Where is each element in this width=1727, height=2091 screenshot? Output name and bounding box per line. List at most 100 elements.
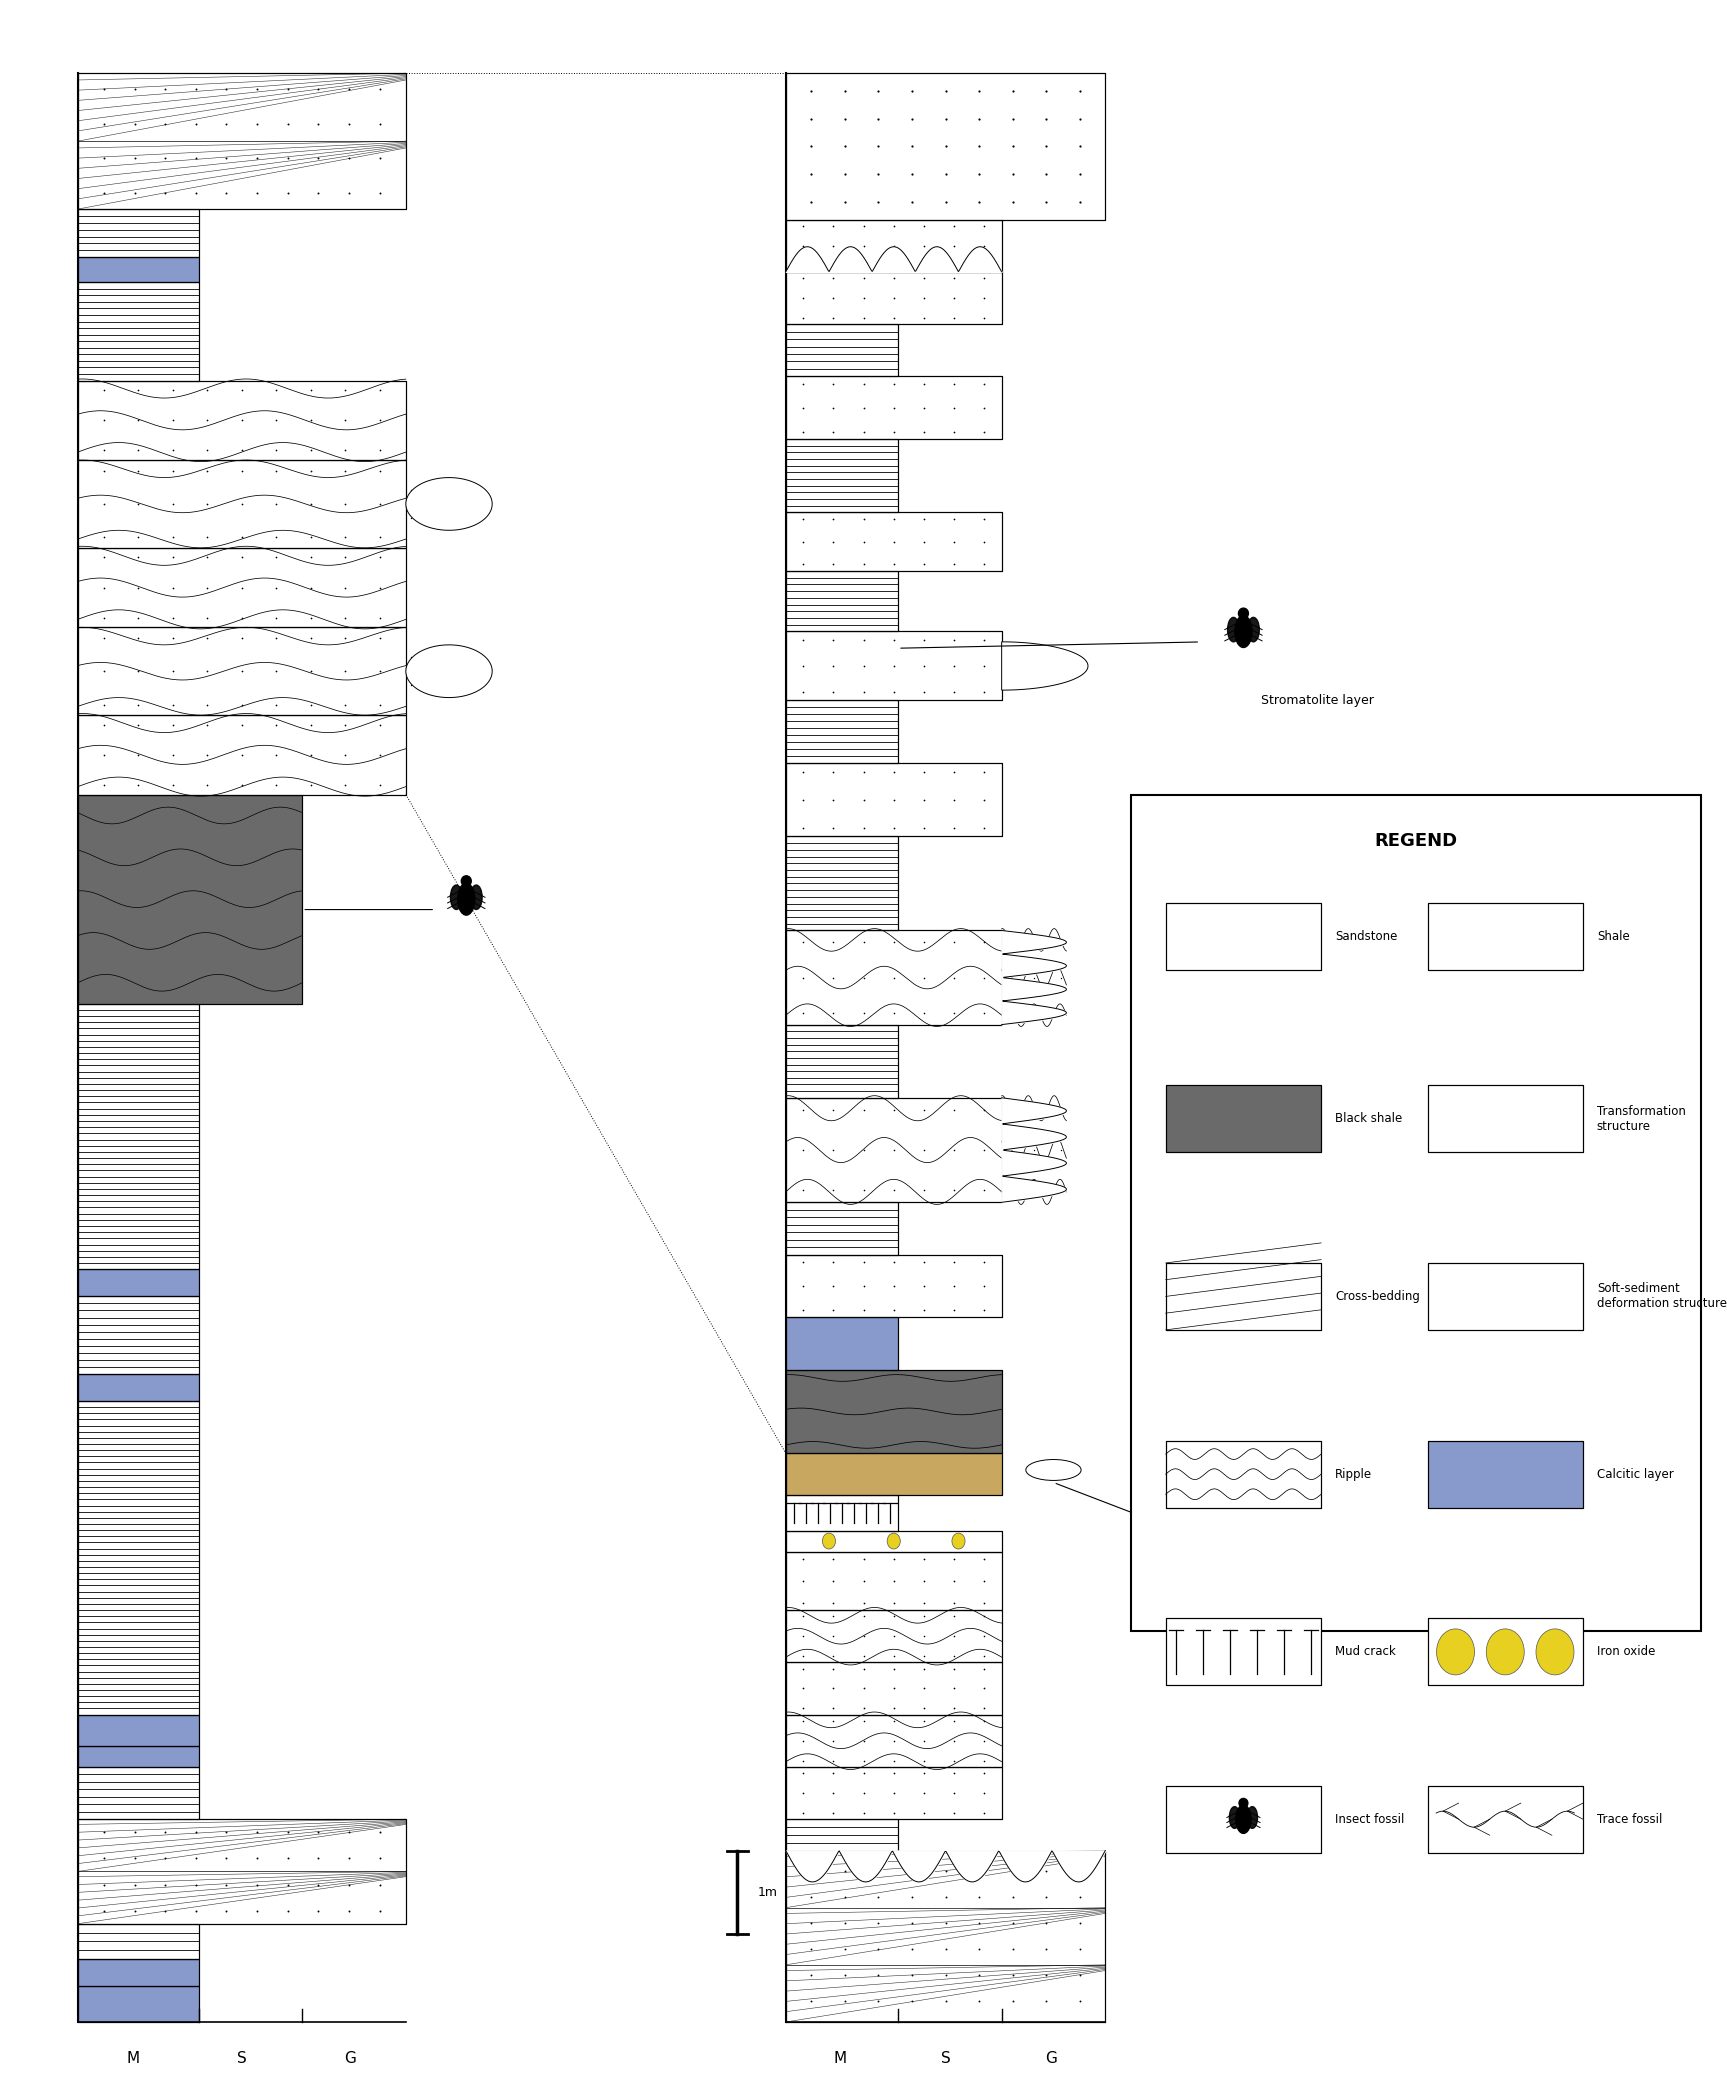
Text: Mud crack: Mud crack [1335,1646,1395,1658]
Bar [1131,795,1701,1631]
Circle shape [1487,1629,1525,1675]
Bar [1428,1263,1584,1330]
Bar [78,795,302,1004]
Bar [786,1202,898,1255]
Bar [786,324,898,376]
Text: Stromatolite layer: Stromatolite layer [1261,694,1373,707]
Bar [786,1317,898,1370]
Bar [786,1255,1002,1317]
Bar [78,1924,199,1959]
Bar [786,272,1002,324]
Bar [786,700,898,763]
Bar [1428,1786,1584,1853]
Bar [78,1959,199,1986]
Bar [78,1924,199,1959]
Text: G: G [1045,2051,1057,2066]
Text: Black shale: Black shale [1335,1112,1402,1125]
Ellipse shape [1228,617,1240,642]
Bar [786,1531,1002,1552]
Bar [786,1495,898,1531]
Bar [786,1370,1002,1453]
Bar [78,460,406,548]
Bar [786,930,1002,1025]
Bar [78,627,406,715]
Text: M: M [128,2051,140,2066]
Bar [78,1401,199,1715]
Ellipse shape [1026,1460,1081,1480]
Text: Cross-bedding: Cross-bedding [1335,1290,1420,1303]
Bar [1166,1263,1321,1330]
Bar [786,1662,1002,1715]
Bar [786,376,1002,439]
Bar [786,439,898,512]
Bar [78,1004,199,1269]
Bar [786,220,1002,272]
Bar [78,548,406,627]
Bar [786,1453,1002,1495]
Ellipse shape [1247,617,1259,642]
Bar [786,73,1105,220]
Circle shape [1437,1629,1475,1675]
Text: Insect fossil: Insect fossil [1335,1813,1404,1825]
Text: S: S [941,2051,950,2066]
Bar [786,836,898,930]
Bar [78,715,406,795]
Bar [786,73,1105,220]
Text: M: M [834,2051,846,2066]
Bar [78,1746,199,1767]
Bar [786,272,1002,324]
Bar [78,282,199,381]
Bar [1166,1085,1321,1152]
Bar [786,1025,898,1098]
Polygon shape [406,477,492,531]
Ellipse shape [1235,615,1252,648]
Ellipse shape [1237,1805,1250,1834]
Bar [786,376,1002,439]
Bar [78,1269,199,1296]
Bar [1428,1441,1584,1508]
Text: Shale: Shale [1597,930,1630,943]
Bar [1428,1441,1584,1508]
Bar [786,631,1002,700]
Bar [786,1819,898,1851]
Bar [1428,1618,1584,1685]
Bar [786,1370,1002,1453]
Text: REGEND: REGEND [1375,832,1458,849]
Bar [786,324,898,376]
Text: Trace fossil: Trace fossil [1597,1813,1661,1825]
Bar [786,1819,898,1851]
Ellipse shape [1230,1807,1240,1828]
Bar [786,439,898,512]
Bar [1166,1263,1321,1330]
Bar [1166,1786,1321,1853]
Text: Transformation
structure: Transformation structure [1597,1104,1686,1133]
Bar [1428,1786,1584,1853]
Bar [78,1819,406,1924]
Bar [78,73,406,209]
Bar [1428,903,1584,970]
Polygon shape [1002,642,1088,690]
Bar [78,257,199,282]
Ellipse shape [1247,1807,1257,1828]
Bar [78,1715,199,1746]
Bar [786,1715,1002,1767]
Bar [78,460,406,548]
Bar [78,1269,199,1296]
Bar [78,1819,406,1924]
Bar [78,257,199,282]
Text: Calcitic layer: Calcitic layer [1597,1468,1673,1480]
Bar [786,571,898,631]
Bar [78,795,302,1004]
Bar [1166,903,1321,970]
Bar [786,1767,1002,1819]
Bar [78,1715,199,1746]
Bar [786,1662,1002,1715]
Text: G: G [344,2051,356,2066]
Bar [786,512,1002,571]
Bar [78,1374,199,1401]
Bar [786,220,1002,272]
Bar [786,1098,1002,1202]
Bar [78,715,406,795]
Bar [786,1552,1002,1610]
Ellipse shape [458,882,475,916]
